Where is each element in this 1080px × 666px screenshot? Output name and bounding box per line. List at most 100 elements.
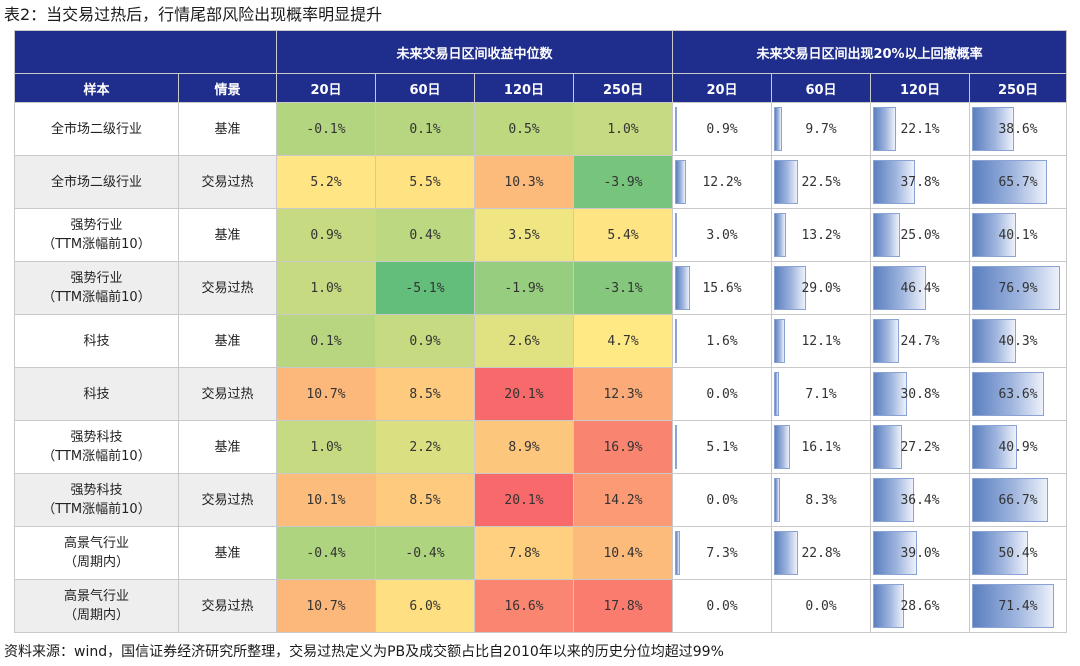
median-cell: 10.7% xyxy=(276,367,376,421)
drawdown-cell: 28.6% xyxy=(870,579,971,633)
drawdown-value: 25.0% xyxy=(900,227,940,243)
median-cell: 20.1% xyxy=(474,473,574,527)
drawdown-cell: 22.8% xyxy=(771,526,872,580)
drawdown-bar xyxy=(873,478,914,522)
median-cell: 6.0% xyxy=(375,579,475,633)
median-cell: -0.4% xyxy=(375,526,475,580)
header-median-group: 未来交易日区间收益中位数 xyxy=(275,30,674,74)
drawdown-bar xyxy=(972,107,1015,151)
sample-note: （TTM涨幅前10） xyxy=(42,290,151,305)
drawdown-value: 12.2% xyxy=(702,174,742,190)
drawdown-bar xyxy=(675,319,678,363)
drawdown-bar xyxy=(873,160,916,204)
data-table: 未来交易日区间收益中位数 未来交易日区间出现20%以上回撤概率 样本 情景 20… xyxy=(14,30,1068,633)
drawdown-value: 38.6% xyxy=(998,121,1038,137)
median-cell: 0.5% xyxy=(474,102,574,156)
drawdown-value: 5.1% xyxy=(706,439,738,455)
drawdown-bar xyxy=(774,213,787,257)
median-cell: 5.4% xyxy=(572,208,674,262)
sample-note: （TTM涨幅前10） xyxy=(42,502,151,517)
table-row: 强势科技 （TTM涨幅前10） 交易过热 10.1% 8.5% 20.1% 14.2% 0.0… xyxy=(14,473,1068,527)
drawdown-value: 37.8% xyxy=(900,174,940,190)
table-row: 高景气行业 （周期内） 交易过热 10.7% 6.0% 16.6% 17.8% 0.0% 0.0… xyxy=(14,579,1068,633)
drawdown-value: 36.4% xyxy=(900,492,940,508)
sample-cell: 强势科技 （TTM涨幅前10） xyxy=(14,473,179,527)
drawdown-cell: 25.0% xyxy=(870,208,971,262)
scenario-cell: 交易过热 xyxy=(178,579,277,633)
median-cell: 5.5% xyxy=(375,155,475,209)
sample-note: （TTM涨幅前10） xyxy=(42,237,151,252)
sample-name: 科技 xyxy=(83,386,110,402)
drawdown-cell: 39.0% xyxy=(870,526,971,580)
sample-cell: 科技 xyxy=(14,314,179,368)
median-cell: -1.9% xyxy=(474,261,574,315)
median-cell: 7.8% xyxy=(474,526,574,580)
drawdown-bar xyxy=(972,213,1017,257)
median-cell: 0.9% xyxy=(276,208,376,262)
sample-note: （周期内） xyxy=(63,608,129,623)
drawdown-bar xyxy=(972,531,1029,575)
drawdown-bar xyxy=(873,372,907,416)
drawdown-bar xyxy=(873,319,900,363)
drawdown-value: 9.7% xyxy=(805,121,837,137)
median-cell: 20.1% xyxy=(474,367,574,421)
drawdown-cell: 30.8% xyxy=(870,367,971,421)
table-row: 强势行业 （TTM涨幅前10） 基准 0.9% 0.4% 3.5% 5.4% 3.0% 13.2… xyxy=(14,208,1068,262)
drawdown-bar xyxy=(675,107,678,151)
drawdown-value: 0.0% xyxy=(805,598,837,614)
table-row: 全市场二级行业 交易过热 5.2% 5.5% 10.3% -3.9% 12.2% 22.5% 3… xyxy=(14,155,1068,209)
drawdown-bar xyxy=(972,372,1045,416)
drawdown-value: 22.5% xyxy=(801,174,841,190)
drawdown-value: 8.3% xyxy=(805,492,837,508)
sample-cell: 强势行业 （TTM涨幅前10） xyxy=(14,261,179,315)
median-cell: 0.1% xyxy=(276,314,376,368)
table-row: 强势科技 （TTM涨幅前10） 基准 1.0% 2.2% 8.9% 16.9% 5.1% 16.… xyxy=(14,420,1068,474)
header-drawdown-60d: 60日 xyxy=(771,73,872,103)
median-cell: 16.9% xyxy=(572,420,674,474)
drawdown-value: 40.1% xyxy=(998,227,1038,243)
median-cell: 1.0% xyxy=(572,102,674,156)
median-cell: 14.2% xyxy=(572,473,674,527)
median-cell: 8.5% xyxy=(375,367,475,421)
drawdown-bar xyxy=(873,425,903,469)
median-cell: 10.7% xyxy=(276,579,376,633)
drawdown-bar xyxy=(972,478,1049,522)
drawdown-value: 63.6% xyxy=(998,386,1038,402)
sample-name: 科技 xyxy=(83,333,110,349)
sample-name: 强势行业 xyxy=(70,218,123,233)
drawdown-bar xyxy=(774,425,790,469)
drawdown-cell: 29.0% xyxy=(771,261,872,315)
drawdown-value: 13.2% xyxy=(801,227,841,243)
drawdown-value: 66.7% xyxy=(998,492,1038,508)
drawdown-value: 76.9% xyxy=(998,280,1038,296)
header-median-20d: 20日 xyxy=(276,73,376,103)
drawdown-value: 0.0% xyxy=(706,386,738,402)
median-cell: 8.9% xyxy=(474,420,574,474)
median-cell: 4.7% xyxy=(572,314,674,368)
table-row: 强势行业 （TTM涨幅前10） 交易过热 1.0% -5.1% -1.9% -3.1% 15.… xyxy=(14,261,1068,315)
drawdown-bar xyxy=(675,531,680,575)
drawdown-bar xyxy=(675,213,678,257)
median-cell: 0.9% xyxy=(375,314,475,368)
header-median-60d: 60日 xyxy=(375,73,475,103)
table-row: 全市场二级行业 基准 -0.1% 0.1% 0.5% 1.0% 0.9% 9.7% 22.1% 3… xyxy=(14,102,1068,156)
drawdown-value: 71.4% xyxy=(998,598,1038,614)
drawdown-cell: 66.7% xyxy=(969,473,1068,527)
median-cell: 3.5% xyxy=(474,208,574,262)
drawdown-bar xyxy=(873,531,917,575)
drawdown-bar xyxy=(675,266,691,310)
scenario-cell: 基准 xyxy=(178,314,277,368)
scenario-cell: 基准 xyxy=(178,208,277,262)
drawdown-cell: 16.1% xyxy=(771,420,872,474)
drawdown-cell: 40.3% xyxy=(969,314,1068,368)
drawdown-bar xyxy=(972,160,1047,204)
median-cell: 12.3% xyxy=(572,367,674,421)
sample-cell: 全市场二级行业 xyxy=(14,155,179,209)
scenario-cell: 基准 xyxy=(178,102,277,156)
sample-cell: 高景气行业 （周期内） xyxy=(14,526,179,580)
sample-name: 全市场二级行业 xyxy=(50,174,142,190)
sample-note: （TTM涨幅前10） xyxy=(42,449,151,464)
table-title: 表2：当交易过热后，行情尾部风险出现概率明显提升 xyxy=(4,5,383,24)
sample-cell: 科技 xyxy=(14,367,179,421)
drawdown-cell: 40.9% xyxy=(969,420,1068,474)
